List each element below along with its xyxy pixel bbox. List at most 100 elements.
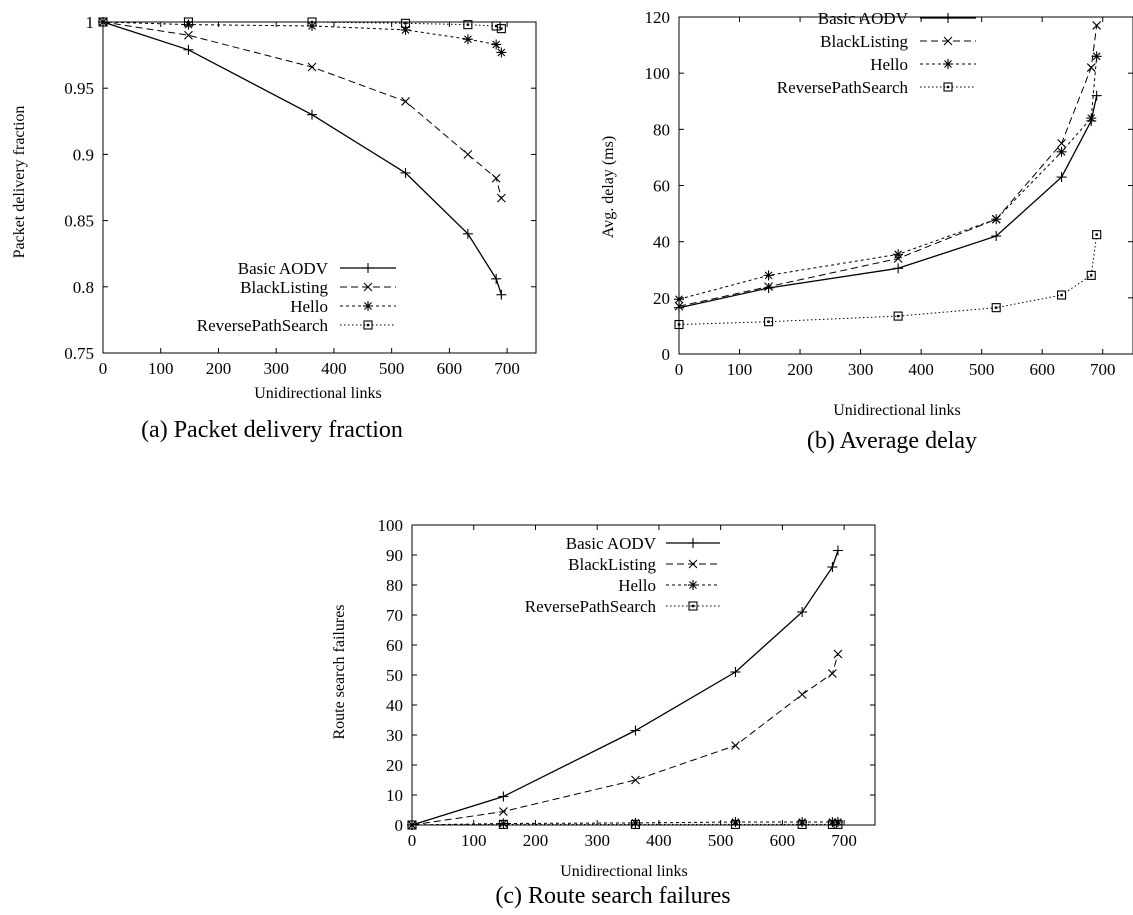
data-point-2-2 <box>893 249 904 260</box>
x-tick-label: 500 <box>708 831 734 850</box>
data-point-3-1 <box>764 317 774 327</box>
data-point-2-4 <box>462 34 473 45</box>
y-tick-label: 0 <box>662 345 671 364</box>
data-point-0-3 <box>730 667 741 677</box>
legend-label: BlackListing <box>568 555 656 574</box>
x-tick-label: 0 <box>675 360 684 379</box>
data-point-2-5 <box>491 39 502 50</box>
legend-marker <box>688 580 698 590</box>
x-tick-label: 200 <box>206 359 232 378</box>
series-line-0 <box>678 95 1098 309</box>
plot-area: 0 100 200 300 400 500 600 700 0 10 20 30 40 50 60 70 80 9… <box>378 516 876 850</box>
data-point-1-1 <box>764 282 773 291</box>
data-point-0-1 <box>498 791 509 802</box>
data-point-1-4 <box>463 150 473 159</box>
series-line-0 <box>102 21 503 295</box>
data-point-0-3 <box>991 231 1002 242</box>
data-point-0-0 <box>674 302 684 313</box>
x-tick-label: 400 <box>646 831 672 850</box>
data-point-3-2 <box>893 311 903 321</box>
data-point-2-5 <box>1086 113 1097 124</box>
legend-marker <box>688 559 698 569</box>
plot-area: 0 100 200 300 400 500 600 700 0.75 0.8 0.85 0.9 0.95… <box>64 13 537 378</box>
x-tick-label: 200 <box>787 360 813 379</box>
legend: Basic AODV BlackListing Hello ReversePathSe… <box>777 9 976 97</box>
y-tick-label: 0.8 <box>73 278 94 297</box>
y-tick-label: 80 <box>653 120 670 139</box>
legend-marker <box>943 59 953 69</box>
data-point-0-3 <box>400 167 411 178</box>
x-tick-label: 300 <box>584 831 610 850</box>
data-point-0-4 <box>1056 172 1067 183</box>
legend-label: BlackListing <box>240 278 328 297</box>
series-line-3 <box>103 21 502 30</box>
y-tick-label: 60 <box>653 177 670 196</box>
legend-label: ReversePathSearch <box>197 316 329 335</box>
legend-marker <box>363 320 373 330</box>
legend-label: Basic AODV <box>238 259 329 278</box>
data-point-3-4 <box>1057 290 1067 300</box>
y-tick-label: 20 <box>386 756 403 775</box>
chart-route-search-failures: 0 100 200 300 400 500 600 700 0 10 20 30 40 50 60 70 80 9… <box>331 516 876 909</box>
x-tick-label: 500 <box>379 359 405 378</box>
y-tick-label: 30 <box>386 726 403 745</box>
legend-marker <box>688 601 698 611</box>
data-point-1-6 <box>833 649 843 659</box>
x-tick-label: 100 <box>727 360 753 379</box>
legend-marker <box>943 82 953 92</box>
data-point-1-3 <box>731 741 740 750</box>
y-tick-label: 100 <box>378 516 404 535</box>
y-tick-label: 70 <box>386 606 403 625</box>
data-point-1-4 <box>1057 138 1066 148</box>
data-point-1-3 <box>401 97 410 106</box>
data-point-1-5 <box>828 669 837 678</box>
data-point-2-0 <box>674 294 684 305</box>
x-tick-label: 700 <box>831 831 857 850</box>
legend-marker <box>363 263 373 273</box>
legend-label: Basic AODV <box>818 9 909 28</box>
x-tick-label: 700 <box>494 359 520 378</box>
data-point-1-0 <box>674 301 684 311</box>
y-tick-label: 0.95 <box>64 79 94 98</box>
data-point-3-3 <box>730 819 741 829</box>
y-tick-label: 40 <box>653 233 670 252</box>
data-point-3-4 <box>797 819 807 829</box>
x-tick-label: 200 <box>523 831 549 850</box>
y-tick-label: 0.9 <box>73 145 94 164</box>
x-tick-label: 600 <box>1029 360 1055 379</box>
data-point-0-6 <box>1091 90 1102 101</box>
legend-label: ReversePathSearch <box>777 78 909 97</box>
data-point-2-1 <box>763 270 774 281</box>
data-point-2-4 <box>1056 146 1067 157</box>
y-tick-label: 60 <box>386 636 403 655</box>
data-point-0-5 <box>491 273 502 284</box>
x-tick-label: 0 <box>408 831 417 850</box>
series-line-1 <box>411 653 839 826</box>
legend-marker <box>688 538 698 548</box>
data-point-1-5 <box>491 173 501 183</box>
y-tick-label: 80 <box>386 576 403 595</box>
y-tick-label: 1 <box>86 13 95 32</box>
data-point-1-6 <box>1092 21 1102 30</box>
y-tick-label: 100 <box>645 64 671 83</box>
data-point-3-0 <box>407 820 417 830</box>
y-tick-label: 0 <box>395 816 404 835</box>
legend-label: Basic AODV <box>566 534 657 553</box>
data-point-3-5 <box>1086 270 1096 280</box>
x-tick-label: 600 <box>437 359 463 378</box>
data-point-3-5 <box>491 21 501 31</box>
chart-caption: (b) Average delay <box>807 428 977 454</box>
data-point-1-5 <box>1086 63 1096 72</box>
data-point-3-6 <box>1092 230 1102 240</box>
y-tick-label: 120 <box>645 8 671 27</box>
data-point-2-6 <box>496 47 507 58</box>
legend-label: Hello <box>290 297 328 316</box>
data-point-1-2 <box>307 62 317 72</box>
x-tick-label: 100 <box>461 831 487 850</box>
data-point-1-2 <box>631 775 640 785</box>
data-point-1-6 <box>496 193 506 203</box>
legend: Basic AODV BlackListing Hello ReversePathSe… <box>525 534 720 616</box>
data-point-0-2 <box>893 263 904 274</box>
legend-marker <box>943 36 953 46</box>
data-point-2-3 <box>991 214 1002 225</box>
